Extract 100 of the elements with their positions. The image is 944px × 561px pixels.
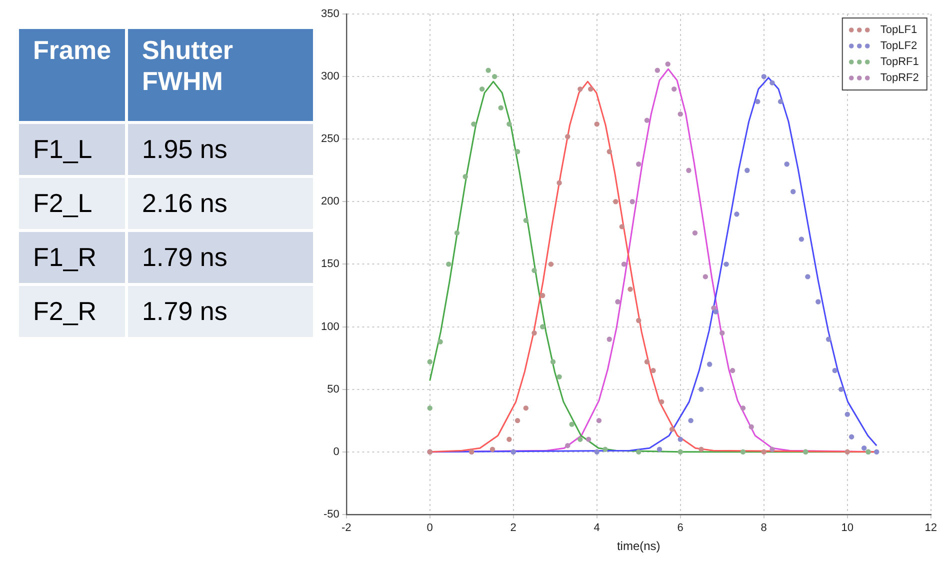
point [438, 339, 443, 344]
point [698, 386, 704, 392]
point [556, 374, 562, 380]
category-label: Frame [19, 29, 126, 121]
y-tick-label: 150 [320, 258, 340, 270]
y-tick-label: 250 [320, 133, 340, 146]
point [740, 405, 746, 411]
point [790, 189, 796, 194]
point [805, 274, 810, 280]
point [644, 359, 650, 364]
point [588, 86, 594, 92]
y-tick-label: 0 [333, 446, 340, 458]
point [550, 359, 556, 364]
point [594, 121, 600, 127]
point [594, 449, 600, 454]
point [826, 336, 832, 342]
point [565, 442, 570, 448]
legend-label: TopLF1 [880, 24, 918, 36]
point [506, 121, 512, 127]
x-tick-label: 6 [677, 522, 684, 534]
point [636, 162, 642, 167]
category-label: Shutter FWHM [128, 29, 313, 121]
point [454, 230, 460, 236]
point [748, 424, 754, 430]
point [644, 118, 650, 123]
point [798, 236, 804, 242]
point [630, 199, 635, 204]
point [615, 299, 620, 304]
point [744, 168, 750, 173]
point [427, 405, 432, 411]
point [613, 199, 618, 204]
legend-label: TopRF2 [880, 72, 919, 84]
point [734, 212, 740, 217]
point [861, 445, 867, 451]
point [532, 330, 537, 336]
point [838, 386, 844, 392]
point [713, 309, 718, 314]
point [498, 105, 504, 110]
point [874, 449, 880, 454]
point [556, 180, 562, 186]
text: 2.16 ns [142, 188, 228, 218]
point [778, 98, 784, 104]
point [486, 68, 491, 73]
point [740, 449, 746, 454]
point [490, 446, 496, 452]
point [446, 262, 452, 267]
point [606, 149, 612, 154]
text: F2_L [33, 188, 92, 218]
text: F1_R [33, 242, 97, 272]
point [523, 218, 528, 224]
point [730, 368, 736, 374]
y-tick-label: 100 [320, 320, 340, 333]
x-tick-label: 0 [426, 522, 433, 534]
point [848, 434, 854, 440]
text: F2_R [33, 296, 97, 326]
y-tick-label: 350 [320, 8, 340, 20]
point [462, 174, 468, 180]
x-tick-label: 4 [594, 522, 600, 534]
x-axis-title: time(ns) [616, 539, 660, 554]
point [844, 412, 850, 417]
point [636, 449, 642, 454]
x-tick-label: 2 [510, 522, 516, 534]
point [678, 449, 683, 454]
point [724, 262, 729, 267]
point [606, 336, 612, 342]
point [523, 405, 528, 411]
text: F1_L [33, 134, 92, 164]
legend-label: TopLF2 [880, 40, 918, 52]
point [636, 318, 642, 324]
point [678, 436, 683, 442]
point [540, 292, 546, 298]
y-tick-label: 300 [320, 70, 340, 83]
x-tick-label: -2 [341, 522, 352, 534]
point [688, 418, 694, 424]
text: 1.95 ns [142, 134, 228, 164]
point [619, 224, 625, 230]
point [565, 134, 570, 140]
y-tick-label: 200 [320, 196, 340, 208]
point [784, 162, 790, 167]
point [658, 399, 664, 404]
point [471, 121, 476, 127]
point [672, 86, 677, 92]
point [514, 149, 520, 154]
legend-label: TopRF1 [880, 56, 919, 68]
y-tick-label: 50 [327, 383, 340, 396]
x-tick-label: 8 [760, 522, 767, 534]
point [692, 230, 698, 236]
point [816, 299, 821, 304]
point [492, 74, 498, 80]
point [706, 362, 712, 367]
point [578, 436, 583, 442]
point [832, 368, 838, 374]
point [532, 268, 537, 274]
point [628, 286, 633, 292]
point [586, 436, 592, 442]
x-tick-label: 10 [841, 522, 854, 534]
point [720, 330, 725, 336]
point [654, 68, 660, 73]
point [506, 436, 512, 442]
point [755, 98, 760, 104]
